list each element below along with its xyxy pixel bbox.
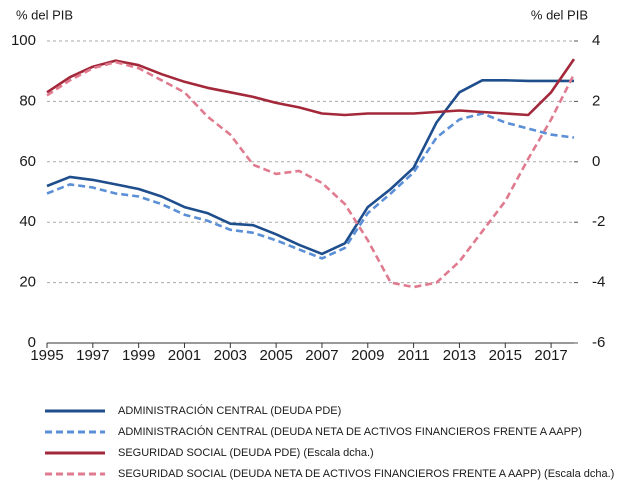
x-tick-label: 2013 <box>443 347 476 364</box>
y2-tick-label: 4 <box>592 32 600 49</box>
x-tick-label: 2003 <box>214 347 247 364</box>
y2-tick-label: -4 <box>592 274 605 291</box>
x-tick-label: 1997 <box>76 347 109 364</box>
legend-label: ADMINISTRACIÓN CENTRAL (DEUDA PDE) <box>118 404 341 417</box>
x-tick-label: 2009 <box>351 347 384 364</box>
y-tick-label: 60 <box>19 153 36 170</box>
x-tick-label: 2007 <box>305 347 338 364</box>
legend-label: ADMINISTRACIÓN CENTRAL (DEUDA NETA DE AC… <box>118 425 582 438</box>
y2-tick-label: -2 <box>592 213 605 230</box>
y2-tick-label: 0 <box>592 153 600 170</box>
x-tick-label: 2001 <box>168 347 201 364</box>
line <box>46 58 576 117</box>
y2-tick-label: -6 <box>592 334 605 351</box>
legend-label: SEGURIDAD SOCIAL (DEUDA NETA DE ACTIVOS … <box>118 468 614 480</box>
y-tick-label: 80 <box>19 92 36 109</box>
line <box>46 60 576 289</box>
y-tick-label: 20 <box>19 274 36 291</box>
y-axis-label: % del PIB <box>16 7 73 22</box>
y-tick-label: 40 <box>19 213 36 230</box>
line <box>46 79 574 256</box>
x-tick-label: 2011 <box>397 347 429 364</box>
y-tick-label: 0 <box>28 334 36 351</box>
x-tick-label: 1999 <box>122 347 155 364</box>
legend-label: SEGURIDAD SOCIAL (DEUDA PDE) (Escala dch… <box>118 447 374 459</box>
y-tick-label: 100 <box>11 32 36 49</box>
x-tick-label: 2015 <box>489 347 522 364</box>
x-tick-label: 2017 <box>534 347 567 364</box>
y2-axis-label: % del PIB <box>531 7 588 22</box>
y2-tick-label: 2 <box>592 92 600 109</box>
x-tick-label: 2005 <box>259 347 292 364</box>
line <box>46 112 575 260</box>
x-tick-label: 1995 <box>30 347 63 364</box>
